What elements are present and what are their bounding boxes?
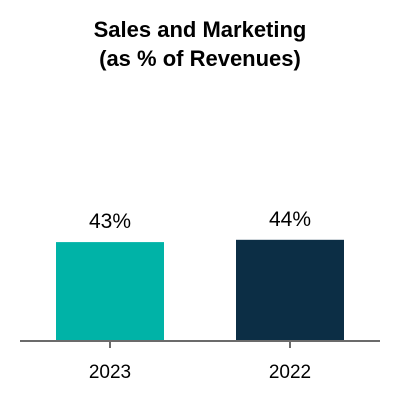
data-label-2022: 44% (269, 208, 311, 231)
chart-title-line1: Sales and Marketing (93, 17, 307, 42)
x-tick-label-2023: 2023 (89, 362, 131, 383)
data-label-2023: 43% (89, 210, 131, 233)
bar-2023 (56, 242, 164, 341)
bar-2022 (236, 239, 344, 341)
chart-title-line2: (as % of Revenues) (99, 46, 301, 71)
x-tick-label-2022: 2022 (269, 362, 311, 383)
